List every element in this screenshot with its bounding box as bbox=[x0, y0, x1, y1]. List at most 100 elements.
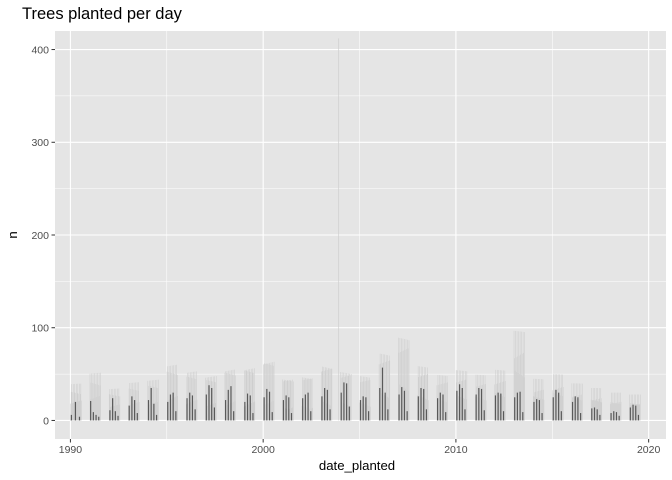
faint-bar bbox=[303, 377, 305, 421]
faint-bar bbox=[267, 363, 269, 421]
faint-bar bbox=[271, 365, 273, 421]
bar bbox=[205, 394, 207, 421]
faint-bar bbox=[155, 379, 156, 421]
bar bbox=[172, 392, 174, 421]
faint-bar bbox=[269, 362, 270, 421]
faint-bar bbox=[367, 377, 369, 421]
faint-bar bbox=[398, 337, 399, 421]
faint-bar bbox=[479, 398, 481, 421]
faint-bar bbox=[227, 404, 228, 421]
bar bbox=[439, 392, 441, 421]
faint-bar bbox=[407, 348, 409, 421]
faint-bar bbox=[117, 404, 119, 421]
faint-bar bbox=[330, 405, 332, 421]
faint-bar bbox=[483, 384, 485, 421]
faint-bar bbox=[612, 402, 613, 421]
faint-bar bbox=[400, 351, 401, 421]
bar bbox=[632, 404, 634, 421]
faint-bar bbox=[97, 396, 99, 421]
faint-bar bbox=[117, 388, 118, 421]
faint-bar bbox=[364, 404, 365, 421]
bar bbox=[423, 388, 425, 421]
faint-bar bbox=[272, 362, 273, 421]
bar bbox=[456, 390, 458, 421]
faint-bar bbox=[345, 376, 346, 421]
y-tick-label: 100 bbox=[31, 323, 49, 335]
faint-bar bbox=[611, 403, 613, 421]
faint-bar bbox=[186, 404, 187, 421]
faint-bar bbox=[616, 402, 617, 421]
faint-bar bbox=[421, 397, 423, 421]
faint-bar bbox=[464, 371, 466, 421]
bar bbox=[348, 406, 350, 421]
faint-bar bbox=[554, 374, 556, 421]
faint-bar bbox=[552, 390, 553, 421]
faint-bar bbox=[245, 370, 247, 421]
bar bbox=[282, 400, 285, 421]
faint-bar bbox=[137, 402, 138, 421]
faint-bar bbox=[176, 364, 177, 421]
faint-bar bbox=[535, 378, 536, 421]
faint-bar bbox=[447, 382, 448, 421]
faint-bar bbox=[485, 400, 487, 421]
faint-bar bbox=[499, 382, 500, 421]
faint-bar bbox=[408, 390, 409, 421]
faint-bar bbox=[538, 378, 539, 421]
faint-bar bbox=[494, 384, 496, 421]
faint-bar bbox=[153, 386, 154, 421]
faint-bar bbox=[264, 363, 265, 421]
faint-bar bbox=[541, 379, 542, 421]
faint-bar bbox=[502, 381, 503, 421]
faint-bar bbox=[75, 383, 77, 421]
faint-bar bbox=[479, 385, 480, 421]
faint-bar bbox=[617, 402, 619, 421]
faint-bar bbox=[96, 397, 97, 421]
faint-bar bbox=[540, 398, 542, 421]
faint-bar bbox=[94, 397, 96, 421]
faint-bar bbox=[389, 360, 391, 421]
faint-bar bbox=[424, 398, 426, 421]
faint-bar bbox=[170, 398, 172, 421]
faint-bar bbox=[100, 372, 101, 421]
bar bbox=[580, 413, 582, 421]
faint-bar bbox=[620, 401, 622, 421]
faint-bar bbox=[386, 361, 387, 421]
faint-bar bbox=[157, 401, 158, 421]
faint-bar bbox=[77, 401, 79, 421]
faint-bar bbox=[482, 399, 484, 421]
faint-bar bbox=[342, 377, 343, 421]
faint-bar bbox=[247, 369, 249, 421]
faint-bar bbox=[284, 381, 286, 421]
faint-bar bbox=[597, 388, 598, 421]
faint-bar bbox=[153, 380, 155, 421]
faint-bar bbox=[212, 381, 214, 421]
faint-bar bbox=[543, 399, 545, 421]
bar bbox=[591, 408, 593, 421]
faint-bar bbox=[483, 375, 484, 421]
faint-bar bbox=[466, 371, 468, 421]
faint-bar bbox=[600, 398, 602, 421]
faint-bar bbox=[210, 404, 211, 421]
bar bbox=[95, 414, 97, 421]
faint-bar bbox=[291, 381, 293, 421]
faint-bar bbox=[311, 378, 313, 421]
faint-bar bbox=[582, 383, 583, 421]
faint-bar bbox=[325, 367, 326, 421]
bar bbox=[558, 392, 560, 421]
faint-bar bbox=[320, 371, 322, 421]
bar bbox=[560, 411, 562, 421]
faint-bar bbox=[539, 379, 541, 421]
faint-bar bbox=[524, 332, 525, 421]
faint-bar bbox=[619, 404, 621, 421]
faint-bar bbox=[349, 373, 350, 421]
bar bbox=[387, 409, 389, 421]
faint-bar bbox=[191, 377, 192, 421]
faint-bar bbox=[344, 403, 345, 421]
bar bbox=[307, 392, 309, 421]
faint-bar bbox=[73, 402, 75, 421]
faint-bar bbox=[579, 394, 581, 421]
faint-bar bbox=[360, 376, 361, 421]
bar bbox=[290, 413, 293, 421]
faint-bar bbox=[169, 399, 170, 421]
faint-bar bbox=[611, 392, 612, 421]
